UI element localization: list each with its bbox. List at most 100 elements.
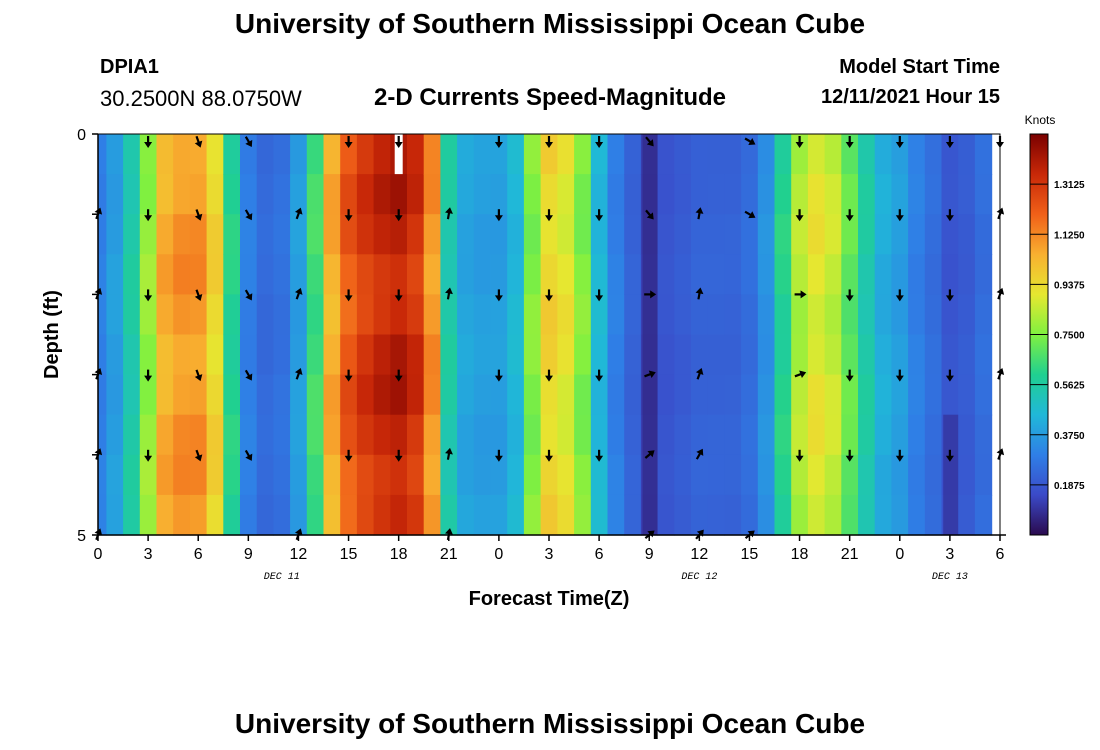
heatmap-cell xyxy=(256,334,274,376)
heatmap-cell xyxy=(924,414,943,456)
heatmap-cell xyxy=(540,494,558,536)
heatmap-cell xyxy=(824,494,842,536)
heatmap-cell xyxy=(974,134,993,175)
heatmap-cell xyxy=(958,374,976,416)
heatmap-cell xyxy=(941,134,959,175)
heatmap-cell xyxy=(373,414,391,456)
heatmap-cell xyxy=(590,454,609,496)
heatmap-cell xyxy=(473,294,492,336)
heatmap-cell xyxy=(674,134,692,175)
heatmap-cell xyxy=(941,254,959,295)
heatmap-cell xyxy=(741,294,759,336)
heatmap-cell xyxy=(490,214,508,255)
heatmap-cell xyxy=(407,214,425,255)
heatmap-cell xyxy=(941,294,959,336)
heatmap-cell xyxy=(757,334,776,376)
heatmap-cell xyxy=(440,414,458,456)
heatmap-cell xyxy=(156,334,174,376)
current-arrow xyxy=(545,369,553,382)
heatmap-cell xyxy=(574,334,592,376)
heatmap-cell xyxy=(724,414,742,456)
heatmap-cell xyxy=(607,254,625,295)
heatmap-cell xyxy=(256,134,274,175)
heatmap-cell xyxy=(874,214,892,255)
heatmap-cell xyxy=(173,254,191,295)
heatmap-cell xyxy=(106,334,124,376)
current-arrow xyxy=(244,136,253,148)
heatmap-cell xyxy=(223,334,241,376)
heatmap-cell xyxy=(189,174,208,215)
current-arrow xyxy=(244,369,253,381)
heatmap-cell xyxy=(273,254,291,295)
heatmap-cell xyxy=(657,454,675,496)
heatmap-cell xyxy=(240,174,258,215)
heatmap-cell xyxy=(590,174,609,215)
heatmap-cell xyxy=(206,254,224,295)
heatmap-cell xyxy=(624,454,642,496)
heatmap-cell xyxy=(256,494,274,536)
heatmap-cell xyxy=(240,214,258,255)
heatmap-cell xyxy=(290,174,308,215)
current-arrow xyxy=(595,289,604,302)
heatmap-cell xyxy=(423,494,441,536)
heatmap-cell xyxy=(924,374,943,416)
heatmap-cell xyxy=(98,294,107,336)
heatmap-cell xyxy=(139,134,158,175)
heatmap-cell xyxy=(924,134,943,175)
colorbar-tick-label: 1.3125 xyxy=(1054,180,1085,191)
heatmap-cell xyxy=(407,454,425,496)
heatmap-cell xyxy=(807,414,826,456)
heatmap-cell xyxy=(173,414,191,456)
current-arrow xyxy=(394,289,403,302)
heatmap-cell xyxy=(624,374,642,416)
heatmap-cell xyxy=(958,334,976,376)
current-arrow xyxy=(545,209,553,222)
heatmap-cell xyxy=(824,254,842,295)
heatmap-cell xyxy=(490,134,508,175)
x-tick-label: 12 xyxy=(290,546,308,563)
heatmap-cell xyxy=(290,454,308,496)
current-arrow xyxy=(695,207,704,220)
heatmap-cell xyxy=(924,174,943,215)
heatmap-cell xyxy=(824,374,842,416)
heatmap-cell xyxy=(373,494,391,536)
heatmap-cell xyxy=(807,454,826,496)
heatmap-cell xyxy=(807,334,826,376)
heatmap-cell xyxy=(974,214,993,255)
heatmap-cell xyxy=(691,214,709,255)
heatmap-cell xyxy=(974,414,993,456)
current-arrow xyxy=(294,287,303,300)
heatmap-cell xyxy=(891,494,909,536)
heatmap-cell xyxy=(574,494,592,536)
heatmap-cell xyxy=(540,134,558,175)
heatmap-cell xyxy=(390,494,408,536)
heatmap-cell xyxy=(206,494,224,536)
heatmap-cell xyxy=(974,334,993,376)
heatmap-cell xyxy=(824,454,842,496)
heatmap-cell xyxy=(273,174,291,215)
heatmap-cell xyxy=(490,454,508,496)
heatmap-cell xyxy=(941,334,959,376)
heatmap-cell xyxy=(874,254,892,295)
heatmap-cell xyxy=(356,374,375,416)
heatmap-cell xyxy=(457,454,475,496)
heatmap-cell xyxy=(674,454,692,496)
heatmap-cell xyxy=(741,414,759,456)
heatmap-cell xyxy=(306,134,325,175)
heatmap-cell xyxy=(590,294,609,336)
heatmap-cell xyxy=(674,294,692,336)
heatmap-cell xyxy=(507,334,525,376)
heatmap-cell xyxy=(924,214,943,255)
heatmap-cell xyxy=(590,414,609,456)
heatmap-cell xyxy=(757,214,776,255)
heatmap-cell xyxy=(557,334,575,376)
heatmap-cell xyxy=(189,334,208,376)
heatmap-cells xyxy=(98,134,993,536)
heatmap-cell xyxy=(390,454,408,496)
heatmap-cell xyxy=(791,134,809,175)
heatmap-cell xyxy=(774,374,792,416)
heatmap-cell xyxy=(607,134,625,175)
heatmap-cell xyxy=(156,374,174,416)
heatmap-cell xyxy=(373,374,391,416)
current-arrow xyxy=(595,369,604,382)
